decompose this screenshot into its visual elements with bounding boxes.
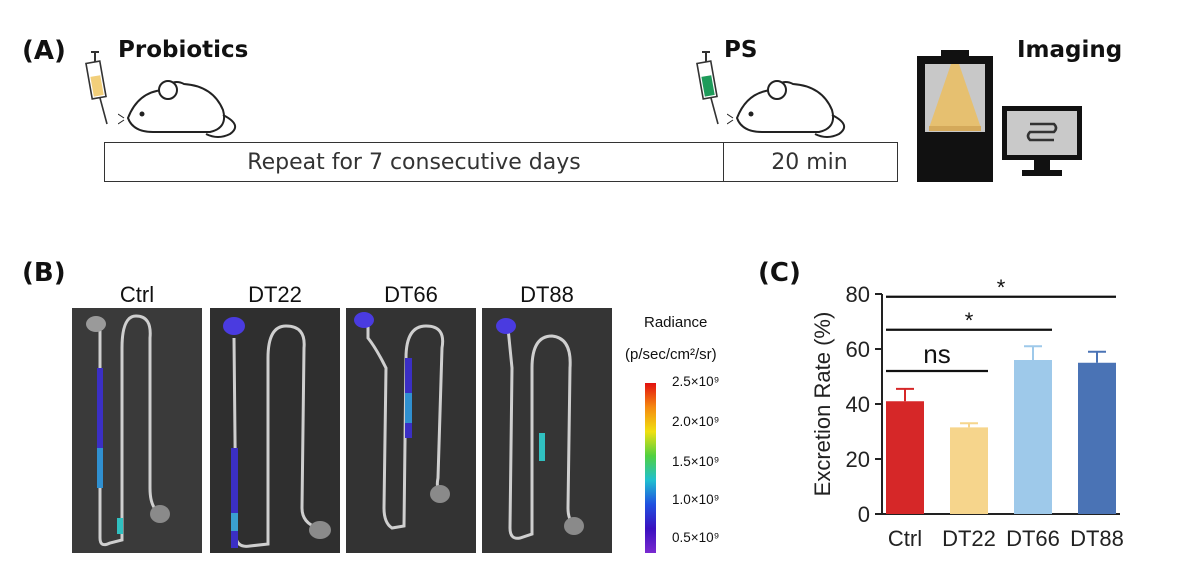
x-tick-label-ctrl: Ctrl	[888, 526, 922, 551]
significance-label: *	[965, 308, 974, 333]
y-tick-label: 20	[846, 447, 870, 472]
imaging-machine-icon	[917, 50, 993, 182]
bar-dt22	[950, 427, 988, 514]
bar-ctrl	[886, 401, 924, 514]
legend-title-unit: (p/sec/cm²/sr)	[625, 346, 717, 363]
group-title-dt88: DT88	[520, 282, 574, 307]
y-tick-label: 60	[846, 337, 870, 362]
colorbar-tick-1.0: 1.0×10⁹	[672, 492, 720, 507]
colorbar-tick-2.5: 2.5×10⁹	[672, 374, 720, 389]
monitor-icon	[1002, 106, 1082, 176]
bar-dt66	[1014, 360, 1052, 514]
colorbar-tick-1.5: 1.5×10⁹	[672, 454, 720, 469]
colorbar-tick-2.0: 2.0×10⁹	[672, 414, 720, 429]
timeline-duration: 20 min	[722, 142, 898, 182]
x-tick-label-dt22: DT22	[942, 526, 996, 551]
step-ps: PS	[724, 37, 758, 63]
syringe-green-icon	[696, 51, 719, 125]
mouse-icon-2	[727, 80, 846, 138]
gut-image-ctrl	[72, 308, 202, 553]
gut-image-dt66	[346, 308, 476, 553]
group-title-dt22: DT22	[248, 282, 302, 307]
y-tick-label: 80	[846, 282, 870, 307]
x-tick-label-dt66: DT66	[1006, 526, 1060, 551]
significance-label: ns	[923, 339, 950, 369]
legend-title-radiance: Radiance	[644, 314, 708, 331]
mouse-icon	[118, 80, 237, 138]
y-tick-label: 0	[858, 502, 870, 527]
y-tick-label: 40	[846, 392, 870, 417]
panel-a-label: (A)	[22, 36, 66, 66]
radiance-colorbar	[645, 383, 656, 553]
colorbar-tick-0.5: 0.5×10⁹	[672, 530, 720, 545]
significance-label: *	[997, 275, 1006, 300]
syringe-yellow-icon	[85, 51, 108, 125]
panel-c-label: (C)	[758, 258, 801, 288]
step-probiotics: Probiotics	[118, 37, 249, 63]
gut-image-dt22	[210, 308, 340, 553]
group-title-ctrl: Ctrl	[119, 282, 155, 307]
step-imaging: Imaging	[1017, 37, 1123, 63]
gut-image-dt88	[482, 308, 612, 553]
y-axis-title: Excretion Rate (%)	[810, 312, 835, 497]
panel-b-label: (B)	[22, 258, 66, 288]
excretion-rate-chart: 0 20 40 60 80 Excretion Rate (%) Ctrl DT22 DT66 D…	[810, 275, 1124, 551]
x-tick-label-dt88: DT88	[1070, 526, 1124, 551]
bar-dt88	[1078, 362, 1116, 514]
group-title-dt66: DT66	[384, 282, 438, 307]
timeline-repeat: Repeat for 7 consecutive days	[104, 142, 724, 182]
